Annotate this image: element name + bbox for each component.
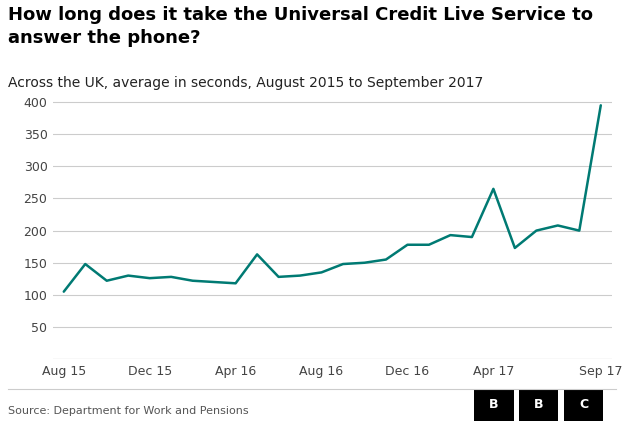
Text: B: B [534,398,544,411]
Text: Across the UK, average in seconds, August 2015 to September 2017: Across the UK, average in seconds, Augus… [8,76,484,90]
Text: C: C [579,398,588,411]
Text: How long does it take the Universal Credit Live Service to
answer the phone?: How long does it take the Universal Cred… [8,6,593,47]
FancyBboxPatch shape [564,388,603,421]
Text: B: B [489,398,499,411]
Text: Source: Department for Work and Pensions: Source: Department for Work and Pensions [8,405,249,416]
FancyBboxPatch shape [474,388,514,421]
FancyBboxPatch shape [519,388,558,421]
